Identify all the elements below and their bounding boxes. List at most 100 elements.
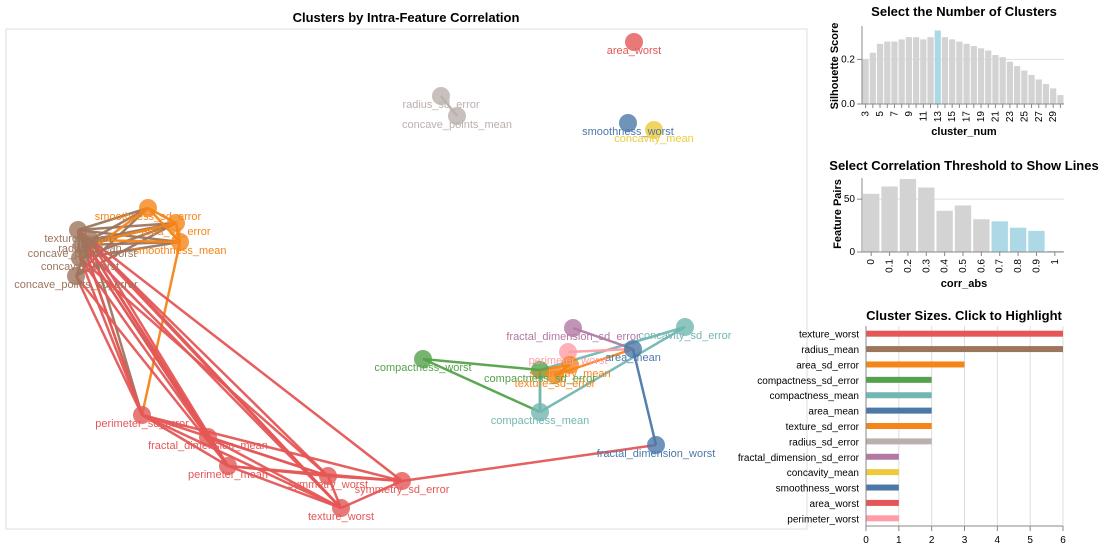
threshold-bar[interactable]	[863, 193, 880, 252]
sizes-bar[interactable]	[866, 346, 1063, 353]
network-edge	[422, 357, 541, 372]
network-node[interactable]	[625, 33, 643, 51]
silhouette-bar[interactable]	[1014, 66, 1021, 104]
sizes-bar[interactable]	[866, 407, 932, 414]
network-edge	[539, 325, 686, 414]
network-node[interactable]	[71, 249, 89, 267]
silhouette-bar[interactable]	[1042, 83, 1050, 104]
silhouette-bar[interactable]	[1021, 70, 1028, 104]
network-node[interactable]	[81, 231, 99, 249]
silhouette-bar[interactable]	[913, 37, 920, 105]
network-node[interactable]	[219, 457, 237, 475]
network-node[interactable]	[432, 87, 450, 105]
network-node[interactable]	[393, 472, 411, 490]
sizes-bar[interactable]	[866, 469, 899, 476]
threshold-bar[interactable]	[973, 219, 990, 252]
network-node[interactable]	[332, 499, 350, 517]
threshold-bar[interactable]	[991, 221, 1008, 252]
network-node[interactable]	[531, 361, 549, 379]
silhouette-bar[interactable]	[941, 37, 949, 105]
silhouette-bar[interactable]	[869, 52, 876, 104]
silhouette-bar[interactable]	[999, 57, 1006, 104]
threshold-bar[interactable]	[899, 179, 917, 252]
silhouette-bar[interactable]	[970, 46, 977, 104]
network-node-label: smoothness_mean	[134, 245, 227, 257]
sizes-bar[interactable]	[866, 453, 899, 460]
network-edge	[340, 479, 403, 510]
network-node[interactable]	[139, 199, 157, 217]
network-node[interactable]	[167, 214, 185, 232]
silhouette-bar[interactable]	[977, 48, 985, 104]
threshold-bar[interactable]	[954, 205, 972, 252]
network-edge	[78, 257, 144, 416]
network-node[interactable]	[199, 428, 217, 446]
network-node-label: texture_sd_error	[515, 378, 596, 390]
network-node-label: perimeter_mean	[188, 469, 268, 481]
network-node[interactable]	[69, 221, 87, 239]
silhouette-bar[interactable]	[927, 37, 934, 105]
network-edge	[88, 239, 230, 467]
silhouette-bar[interactable]	[956, 41, 963, 104]
network-node-label: texture_worst	[308, 511, 374, 523]
silhouette-bar[interactable]	[876, 43, 884, 104]
sizes-bar[interactable]	[866, 515, 899, 522]
network-node[interactable]	[319, 467, 337, 485]
silhouette-chart: Select the Number of Clusters Silhouette…	[829, 4, 1064, 138]
silhouette-title: Select the Number of Clusters	[871, 4, 1057, 19]
silhouette-bar[interactable]	[1057, 95, 1064, 104]
threshold-bars[interactable]: 0 50 0 0.1 0.2 0.3 0.4 0.5 0.6 0.7 0.8 0.9 1	[844, 178, 1064, 273]
sizes-bar[interactable]	[866, 423, 932, 429]
network-node[interactable]	[133, 406, 151, 424]
silhouette-bar[interactable]	[1050, 88, 1057, 104]
silhouette-bar[interactable]	[920, 39, 927, 104]
network-node[interactable]	[645, 121, 663, 139]
silhouette-bar[interactable]	[992, 54, 999, 104]
silhouette-bar[interactable]	[934, 30, 941, 105]
silhouette-xtick-label: 19	[976, 111, 987, 123]
silhouette-bar[interactable]	[891, 41, 898, 104]
sizes-bar[interactable]	[866, 499, 899, 506]
silhouette-bar[interactable]	[1006, 61, 1013, 104]
silhouette-bars[interactable]: 0.0 0.2 3 5 7 9 11 13 15 17 19 21 23 25 27 29	[841, 26, 1064, 122]
sizes-bar[interactable]	[866, 392, 932, 399]
sizes-bar[interactable]	[866, 330, 1063, 337]
silhouette-bar[interactable]	[1035, 79, 1042, 104]
network-node[interactable]	[624, 340, 642, 358]
network-node[interactable]	[531, 403, 549, 421]
network-node[interactable]	[414, 350, 432, 368]
network-node[interactable]	[67, 267, 85, 285]
network-node[interactable]	[171, 233, 189, 251]
threshold-bar[interactable]	[918, 187, 935, 252]
threshold-bar[interactable]	[1028, 230, 1045, 252]
sizes-bar[interactable]	[866, 438, 932, 445]
silhouette-bar[interactable]	[985, 50, 992, 104]
silhouette-bar[interactable]	[884, 41, 891, 104]
cluster-sizes-bars[interactable]: 0 1 2 3 4 5 6 texture_worst radius_mean area_sd_e…	[738, 326, 1066, 546]
network-node-label: perimeter_sd_error	[95, 418, 189, 430]
network-node[interactable]	[448, 107, 466, 125]
sizes-bar[interactable]	[866, 376, 932, 383]
silhouette-bar[interactable]	[1028, 75, 1035, 104]
network-node[interactable]	[619, 114, 637, 132]
network-node[interactable]	[676, 318, 694, 336]
threshold-bar[interactable]	[881, 186, 898, 252]
network-node[interactable]	[564, 319, 582, 337]
sizes-category-label: texture_worst	[799, 330, 859, 341]
silhouette-bar[interactable]	[949, 39, 956, 104]
network-node-label: compactness_sd_error	[484, 373, 596, 385]
threshold-bar[interactable]	[1046, 250, 1063, 252]
silhouette-bar[interactable]	[905, 37, 912, 105]
silhouette-bar[interactable]	[898, 39, 905, 104]
network-node[interactable]	[647, 436, 665, 454]
network-edge	[74, 275, 144, 416]
sizes-category-label: concavity_mean	[787, 468, 859, 479]
silhouette-bar[interactable]	[963, 43, 970, 104]
sizes-bar[interactable]	[866, 361, 965, 368]
sizes-bar[interactable]	[866, 484, 899, 491]
silhouette-bar[interactable]	[862, 59, 869, 104]
network-node[interactable]	[546, 366, 564, 384]
threshold-bar[interactable]	[1009, 227, 1027, 252]
network-node-label: compactness_mean	[491, 415, 589, 427]
network-node[interactable]	[561, 356, 579, 374]
threshold-bar[interactable]	[936, 210, 953, 252]
